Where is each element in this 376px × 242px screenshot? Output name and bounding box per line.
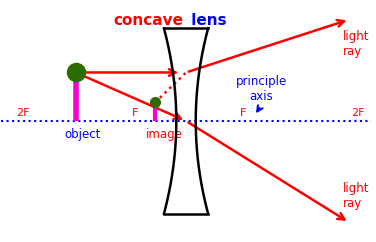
Text: light
ray: light ray bbox=[343, 182, 369, 210]
Text: concave: concave bbox=[114, 13, 184, 28]
Text: light
ray: light ray bbox=[343, 30, 369, 58]
Text: 2F: 2F bbox=[351, 108, 365, 118]
Text: F: F bbox=[132, 108, 138, 118]
Text: principle
axis: principle axis bbox=[235, 75, 287, 103]
Text: object: object bbox=[64, 128, 100, 141]
Text: 2F: 2F bbox=[16, 108, 29, 118]
Text: lens: lens bbox=[186, 13, 227, 28]
Text: image: image bbox=[146, 128, 182, 141]
Text: F: F bbox=[240, 108, 247, 118]
